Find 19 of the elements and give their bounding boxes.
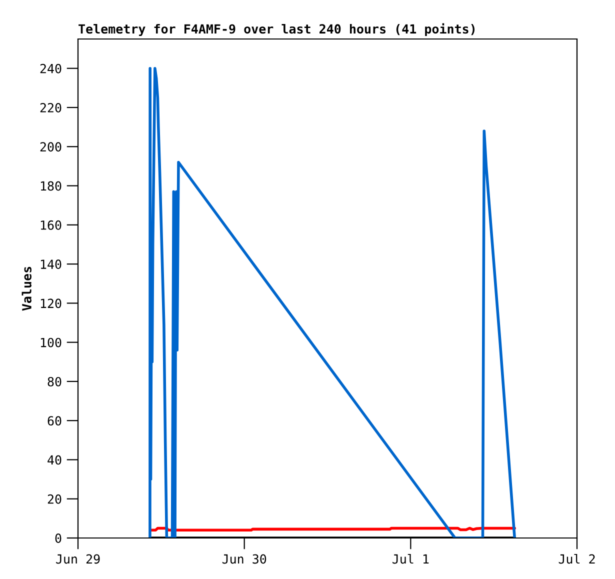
y-tick-label: 160 xyxy=(40,220,62,230)
y-axis-title: Values xyxy=(22,266,32,311)
y-tick-label: 80 xyxy=(48,376,62,386)
x-tick-label: Jul 1 xyxy=(392,554,429,564)
y-tick-label: 0 xyxy=(55,534,62,543)
y-tick-label: 100 xyxy=(40,338,62,348)
y-tick-label: 240 xyxy=(40,64,62,74)
x-tick-label: Jun 30 xyxy=(222,554,266,564)
x-tick-label: Jun 29 xyxy=(56,554,100,564)
y-tick-label: 200 xyxy=(40,142,62,152)
x-tick-label: Jul 2 xyxy=(558,554,595,564)
y-tick-label: 220 xyxy=(40,102,62,112)
chart-title: Telemetry for F4AMF-9 over last 240 hours (41 points) xyxy=(78,23,475,36)
y-tick-label: 40 xyxy=(48,455,62,465)
y-tick-label: 180 xyxy=(40,181,62,191)
y-tick-label: 120 xyxy=(40,298,62,308)
y-tick-label: 140 xyxy=(40,260,62,269)
y-tick-label: 20 xyxy=(48,494,62,504)
y-tick-label: 60 xyxy=(48,416,62,426)
